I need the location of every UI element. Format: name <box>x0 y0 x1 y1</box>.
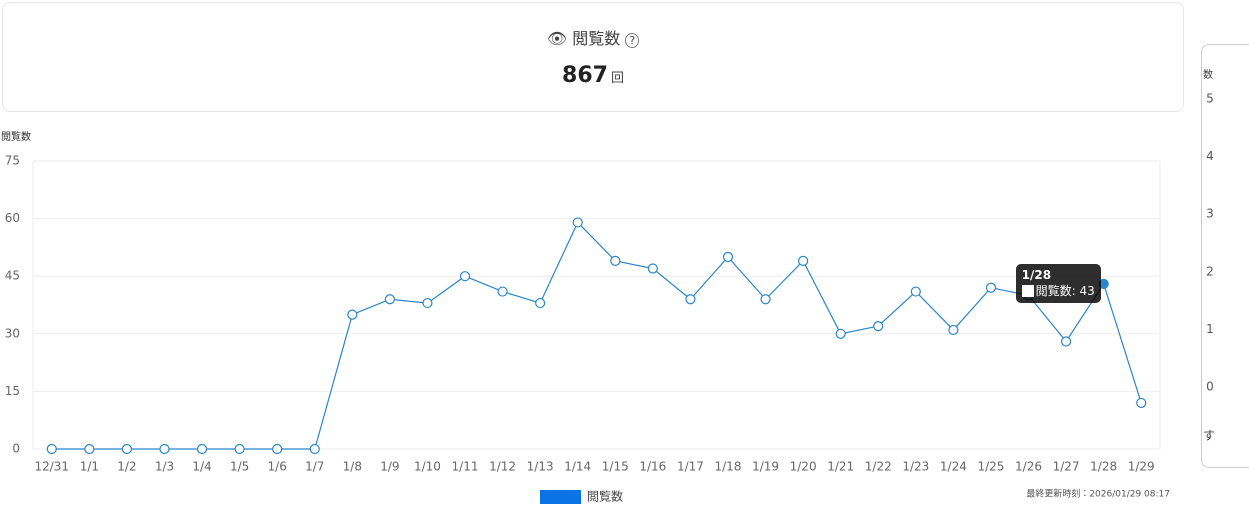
y-tick-label: 45 <box>5 269 20 283</box>
x-tick-label: 1/24 <box>940 460 967 474</box>
data-point <box>572 217 583 228</box>
x-tick-label: 1/9 <box>380 460 399 474</box>
data-point <box>196 443 208 455</box>
data-point <box>1060 336 1072 347</box>
tooltip-swatch <box>1021 285 1034 298</box>
data-point <box>760 294 771 305</box>
data-point <box>309 443 320 455</box>
x-tick-label: 1/8 <box>343 460 362 474</box>
data-point <box>722 251 734 263</box>
x-tick-label: 1/17 <box>677 460 704 474</box>
data-point <box>948 324 959 336</box>
x-tick-label: 12/31 <box>34 460 69 474</box>
x-tick-label: 1/16 <box>639 460 666 474</box>
side-tick-label: 5 <box>1206 92 1214 106</box>
x-tick-label: 1/11 <box>452 460 479 474</box>
tooltip-row: 閲覧数43 <box>1021 282 1095 299</box>
side-tick-label: 1 <box>1206 322 1214 336</box>
data-point <box>121 443 133 455</box>
x-tick-label: 1/21 <box>827 460 854 474</box>
summary-unit: 回 <box>610 71 624 86</box>
help-icon[interactable]: ? <box>625 33 640 48</box>
data-point <box>347 309 358 320</box>
side-note: す <box>1203 429 1215 443</box>
x-tick-label: 1/19 <box>752 460 779 474</box>
data-point <box>384 294 395 305</box>
data-point <box>873 321 884 332</box>
data-point <box>535 297 546 309</box>
x-tick-label: 1/5 <box>230 460 249 474</box>
x-tick-label: 1/26 <box>1015 460 1042 474</box>
data-point <box>647 263 658 274</box>
x-tick-label: 1/23 <box>902 460 929 474</box>
data-point <box>422 297 433 309</box>
data-point <box>910 286 921 297</box>
x-tick-label: 1/3 <box>155 460 174 474</box>
x-tick-label: 1/28 <box>1090 460 1117 474</box>
summary-title-row: 👁 閲覧数 ? <box>3 25 1183 49</box>
y-tick-label: 15 <box>5 384 20 398</box>
summary-value: 867 <box>562 63 608 88</box>
side-tick-label: 4 <box>1206 149 1214 163</box>
y-tick-label: 0 <box>12 442 20 456</box>
data-point <box>234 443 245 455</box>
data-point <box>84 443 95 455</box>
data-point <box>610 255 621 266</box>
y-tick-label: 75 <box>5 154 20 168</box>
data-point <box>798 255 809 266</box>
side-tick-label: 2 <box>1206 264 1214 278</box>
x-tick-label: 1/27 <box>1053 460 1080 474</box>
x-tick-label: 1/2 <box>117 460 136 474</box>
x-tick-label: 1/12 <box>489 460 516 474</box>
x-tick-label: 1/6 <box>268 460 287 474</box>
y-tick-label: 60 <box>5 211 20 225</box>
y-axis-label: 閲覧数 <box>1 130 31 143</box>
data-point <box>835 328 846 339</box>
x-tick-label: 1/29 <box>1128 460 1155 474</box>
legend-swatch <box>540 490 581 504</box>
x-tick-label: 1/4 <box>192 460 211 474</box>
x-tick-label: 1/7 <box>305 460 324 474</box>
summary-value-row: 867 回 <box>3 63 1183 88</box>
x-tick-label: 1/15 <box>602 460 629 474</box>
series-line <box>51 221 1142 450</box>
side-axis-label: 数 <box>1203 68 1213 81</box>
x-tick-label: 1/20 <box>790 460 817 474</box>
side-tick-label: 3 <box>1206 207 1214 221</box>
x-tick-label: 1/10 <box>414 460 441 474</box>
x-tick-label: 1/25 <box>977 460 1004 474</box>
legend-label: 閲覧数 <box>587 489 623 504</box>
data-point <box>159 443 170 455</box>
x-tick-label: 1/22 <box>865 460 892 474</box>
y-tick-label: 30 <box>5 326 20 340</box>
data-point <box>985 282 997 293</box>
data-point <box>1136 397 1147 409</box>
side-tick-label: 0 <box>1206 380 1214 394</box>
x-tick-label: 1/14 <box>564 460 591 474</box>
x-tick-label: 1/13 <box>527 460 554 474</box>
tooltip-value: 43 <box>1079 283 1095 298</box>
data-point <box>46 443 57 455</box>
tooltip-series: 閲覧数 <box>1036 284 1080 298</box>
side-panel <box>1201 44 1249 468</box>
footer: 最終更新時刻：2026/01/29 08:17 <box>1026 488 1170 500</box>
data-point <box>497 286 508 297</box>
data-point <box>272 443 283 455</box>
tooltip: 1/28 閲覧数43 <box>1015 263 1101 303</box>
data-point <box>459 271 471 282</box>
x-tick-label: 1/18 <box>715 460 742 474</box>
x-tick-label: 1/1 <box>80 460 99 474</box>
summary-title: 閲覧数 <box>572 29 621 48</box>
summary-card: 👁 閲覧数 ? 867 回 <box>2 2 1184 112</box>
tooltip-title: 1/28 <box>1021 267 1052 282</box>
data-point <box>685 294 696 305</box>
